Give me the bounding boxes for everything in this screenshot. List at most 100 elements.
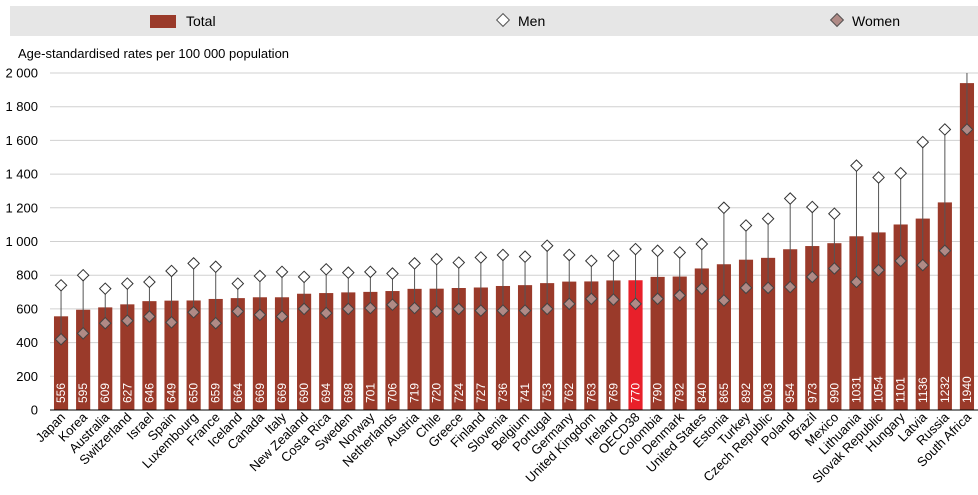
women-marker bbox=[805, 270, 819, 284]
women-marker bbox=[253, 308, 267, 322]
bar-value-label: 727 bbox=[474, 383, 488, 403]
women-marker bbox=[474, 304, 488, 317]
women-marker bbox=[187, 305, 200, 319]
bar bbox=[694, 268, 709, 410]
bar-value-label: 990 bbox=[827, 383, 841, 403]
women-marker bbox=[143, 310, 156, 323]
bar bbox=[540, 283, 555, 410]
bar-value-label: 650 bbox=[187, 383, 201, 403]
men-marker bbox=[452, 256, 466, 269]
men-marker bbox=[165, 264, 178, 278]
bar-value-label: 1232 bbox=[938, 376, 952, 403]
women-marker bbox=[120, 314, 134, 328]
bar bbox=[230, 298, 245, 410]
bar bbox=[827, 243, 842, 410]
bar-value-label: 724 bbox=[452, 383, 466, 403]
bar-value-label: 720 bbox=[430, 383, 444, 403]
bar-value-label: 973 bbox=[805, 383, 819, 403]
women-marker bbox=[629, 297, 642, 311]
men-marker bbox=[341, 266, 355, 280]
bar bbox=[738, 259, 754, 410]
women-marker bbox=[319, 306, 333, 320]
men-marker bbox=[584, 254, 598, 268]
men-marker bbox=[805, 200, 819, 214]
bar-value-label: 698 bbox=[341, 383, 355, 403]
women-marker bbox=[872, 263, 885, 277]
bar bbox=[606, 280, 621, 410]
y-tick-label: 1 000 bbox=[5, 234, 38, 249]
men-marker bbox=[364, 265, 377, 279]
y-tick-label: 800 bbox=[16, 268, 38, 283]
legend-swatch-total bbox=[150, 15, 176, 28]
bar bbox=[319, 293, 334, 410]
men-marker bbox=[408, 257, 421, 270]
women-marker bbox=[894, 254, 908, 268]
bar-value-label: 646 bbox=[142, 383, 156, 403]
women-marker bbox=[496, 304, 510, 317]
bar-value-label: 865 bbox=[717, 383, 731, 403]
bar-value-label: 669 bbox=[253, 383, 267, 403]
men-marker bbox=[916, 135, 930, 149]
women-marker bbox=[430, 305, 444, 318]
legend-item-total: Total bbox=[150, 13, 216, 29]
bar bbox=[517, 285, 533, 410]
women-marker bbox=[98, 316, 112, 330]
bar bbox=[98, 307, 113, 410]
bar-value-label: 556 bbox=[54, 383, 68, 403]
men-marker bbox=[607, 249, 620, 263]
legend-item-men: Men bbox=[495, 12, 546, 29]
women-marker bbox=[938, 244, 952, 258]
women-marker bbox=[386, 298, 399, 312]
bar-value-label: 659 bbox=[209, 383, 223, 403]
bar-value-label: 840 bbox=[695, 383, 709, 403]
men-marker bbox=[319, 262, 333, 276]
bar bbox=[672, 276, 687, 410]
men-marker bbox=[872, 171, 885, 184]
bar bbox=[937, 202, 952, 410]
women-marker bbox=[916, 258, 930, 272]
men-marker bbox=[187, 257, 200, 270]
bar bbox=[164, 300, 179, 410]
bar-value-label: 609 bbox=[98, 383, 112, 403]
bar bbox=[584, 281, 599, 410]
bar-value-label: 694 bbox=[319, 383, 333, 403]
legend-item-women: Women bbox=[829, 12, 900, 29]
bar-value-label: 762 bbox=[562, 383, 576, 403]
men-marker bbox=[297, 270, 311, 284]
bar-value-label: 790 bbox=[651, 383, 665, 403]
y-tick-label: 0 bbox=[31, 403, 38, 418]
men-marker bbox=[761, 212, 775, 226]
men-marker bbox=[651, 244, 664, 258]
women-marker bbox=[341, 302, 355, 316]
bar-value-label: 770 bbox=[629, 383, 643, 403]
y-axis-label: Age-standardised rates per 100 000 popul… bbox=[18, 46, 290, 61]
bar-value-label: 763 bbox=[584, 383, 598, 403]
bar bbox=[274, 297, 290, 410]
bar bbox=[562, 281, 577, 410]
men-marker bbox=[76, 268, 90, 282]
women-marker bbox=[275, 310, 289, 323]
women-marker bbox=[209, 316, 223, 330]
legend-label-women: Women bbox=[852, 13, 900, 29]
women-marker bbox=[651, 292, 664, 306]
bar bbox=[297, 293, 312, 410]
men-marker bbox=[894, 166, 908, 180]
legend-label-men: Men bbox=[518, 13, 546, 29]
legend-label-total: Total bbox=[186, 13, 216, 29]
bar-value-label: 701 bbox=[363, 383, 377, 403]
bar bbox=[429, 288, 444, 410]
bar-value-label: 741 bbox=[518, 383, 532, 403]
women-marker bbox=[562, 297, 576, 311]
bar-value-label: 753 bbox=[540, 383, 554, 403]
men-marker bbox=[850, 159, 863, 173]
women-marker bbox=[739, 281, 753, 295]
men-marker bbox=[98, 282, 112, 296]
bar bbox=[959, 83, 975, 411]
men-marker bbox=[562, 248, 576, 262]
men-marker bbox=[386, 267, 399, 280]
legend: Total Men Women bbox=[10, 6, 978, 36]
women-marker bbox=[584, 292, 598, 306]
men-marker bbox=[695, 237, 709, 251]
men-marker bbox=[209, 260, 223, 274]
